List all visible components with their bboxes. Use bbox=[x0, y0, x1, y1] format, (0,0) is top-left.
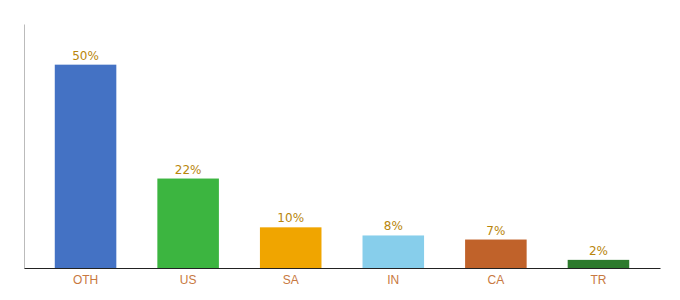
bar bbox=[568, 260, 630, 268]
x-tick-label: SA bbox=[283, 273, 299, 287]
data-label: 2% bbox=[589, 244, 608, 258]
x-tick-label: TR bbox=[590, 273, 606, 287]
data-label: 10% bbox=[277, 211, 304, 225]
x-tick: IN bbox=[387, 268, 399, 287]
x-tick-label: CA bbox=[488, 273, 505, 287]
data-label: 22% bbox=[175, 163, 202, 177]
data-label: 50% bbox=[72, 49, 99, 63]
data-label: 7% bbox=[486, 224, 505, 238]
bar bbox=[465, 240, 527, 268]
x-tick-label: IN bbox=[387, 273, 399, 287]
bar bbox=[260, 227, 322, 268]
data-label: 8% bbox=[384, 219, 403, 233]
data-labels: 50% 22% 10% 8% 7% 2% bbox=[72, 49, 608, 258]
bars bbox=[55, 65, 629, 268]
y-axis-line bbox=[24, 25, 25, 269]
x-tick: CA bbox=[488, 268, 505, 287]
x-axis: OTH US SA IN CA TR bbox=[25, 268, 661, 287]
x-tick: TR bbox=[590, 268, 606, 287]
bar bbox=[363, 235, 425, 268]
x-tick-label: US bbox=[180, 273, 197, 287]
x-tick: OTH bbox=[73, 268, 98, 287]
bar bbox=[157, 179, 219, 268]
bar bbox=[55, 65, 117, 268]
x-tick-label: OTH bbox=[73, 273, 98, 287]
y-axis bbox=[24, 25, 25, 269]
chart: OTH US SA IN CA TR 50% 22% 10% 8% 7% 2% bbox=[0, 0, 680, 300]
x-tick: US bbox=[180, 268, 197, 287]
x-tick: SA bbox=[283, 268, 299, 287]
x-axis-line bbox=[25, 268, 661, 269]
plot: OTH US SA IN CA TR 50% 22% 10% 8% 7% 2% bbox=[25, 25, 661, 287]
